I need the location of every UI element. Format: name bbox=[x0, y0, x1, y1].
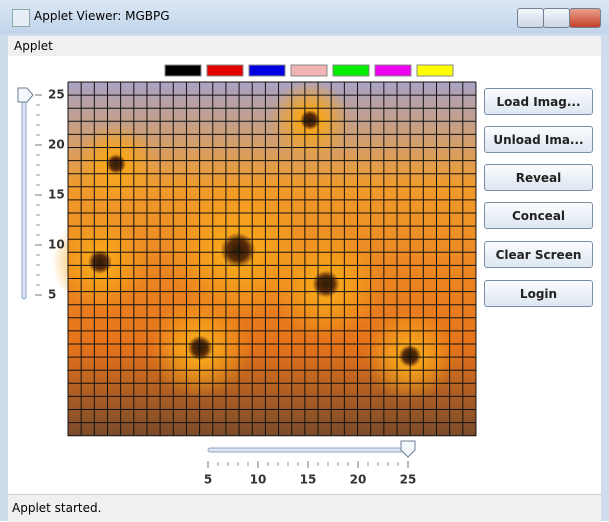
close-button[interactable] bbox=[569, 8, 601, 28]
app-icon bbox=[12, 9, 30, 27]
maximize-button[interactable] bbox=[543, 8, 570, 28]
tick-label: 25 bbox=[48, 88, 65, 102]
tick-label: 5 bbox=[204, 473, 212, 487]
photo bbox=[52, 80, 476, 436]
slider-thumb[interactable] bbox=[401, 441, 415, 457]
tick-label: 15 bbox=[300, 473, 317, 487]
tick-label: 5 bbox=[48, 288, 56, 302]
color-swatch[interactable] bbox=[249, 65, 285, 76]
tick-label: 15 bbox=[48, 188, 65, 202]
color-swatch[interactable] bbox=[207, 65, 243, 76]
color-swatch[interactable] bbox=[333, 65, 369, 76]
applet-canvas: 25 20 15 10 5 5 10 15 20 25 bbox=[8, 56, 601, 494]
load-image-button[interactable]: Load Imag... bbox=[484, 88, 593, 115]
slider-thumb[interactable] bbox=[18, 88, 33, 102]
window-title: Applet Viewer: MGBPG bbox=[34, 9, 170, 23]
applet-content: 25 20 15 10 5 5 10 15 20 25 Load Imag... Unload I… bbox=[8, 56, 601, 494]
color-swatch[interactable] bbox=[165, 65, 201, 76]
color-swatch[interactable] bbox=[375, 65, 411, 76]
reveal-button[interactable]: Reveal bbox=[484, 164, 593, 191]
tick-label: 10 bbox=[48, 238, 65, 252]
slider-track bbox=[22, 91, 26, 299]
tick-label: 25 bbox=[400, 473, 417, 487]
clear-screen-button[interactable]: Clear Screen bbox=[484, 241, 593, 268]
slider-track bbox=[208, 448, 412, 452]
color-swatch[interactable] bbox=[291, 65, 327, 76]
menu-bar: Applet bbox=[8, 36, 601, 56]
tick-label: 10 bbox=[250, 473, 267, 487]
menu-item[interactable]: Applet bbox=[14, 39, 53, 53]
status-bar: Applet started. bbox=[8, 494, 601, 522]
title-bar: Applet Viewer: MGBPG bbox=[0, 0, 609, 34]
conceal-button[interactable]: Conceal bbox=[484, 202, 593, 229]
unload-image-button[interactable]: Unload Ima... bbox=[484, 126, 593, 153]
tick-label: 20 bbox=[48, 138, 65, 152]
status-text: Applet started. bbox=[12, 501, 101, 515]
color-swatch[interactable] bbox=[417, 65, 453, 76]
tick-label: 20 bbox=[350, 473, 367, 487]
applet-window: Applet Viewer: MGBPG Applet bbox=[0, 0, 609, 521]
login-button[interactable]: Login bbox=[484, 280, 593, 307]
page: Applet Viewer: MGBPG Applet bbox=[0, 0, 609, 521]
minimize-button[interactable] bbox=[517, 8, 544, 28]
